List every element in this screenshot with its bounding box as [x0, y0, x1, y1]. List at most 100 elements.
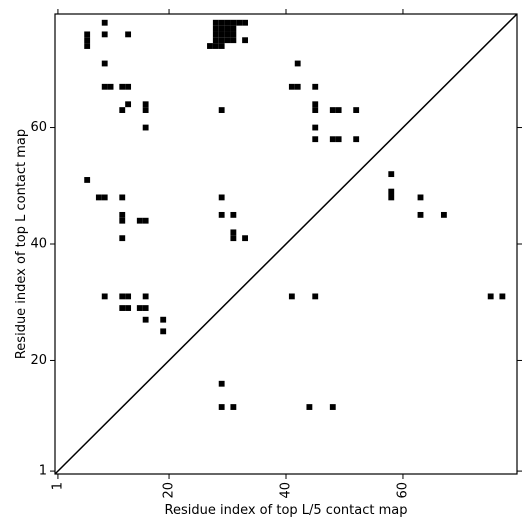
- contact-cell: [335, 136, 342, 143]
- contact-cell: [119, 305, 126, 311]
- contact-cell: [288, 83, 295, 90]
- contact-cell: [142, 305, 149, 311]
- contact-cell: [218, 107, 225, 113]
- contact-cell: [218, 43, 225, 49]
- contact-cell: [142, 124, 149, 131]
- contact-cell: [294, 83, 301, 90]
- contact-cell: [230, 211, 237, 218]
- contact-cell: [487, 293, 494, 300]
- contact-cell: [95, 194, 102, 201]
- contact-cell: [212, 37, 219, 44]
- y-tick-label: 40: [30, 237, 47, 252]
- contact-cell: [142, 316, 149, 323]
- contact-cell: [125, 101, 132, 108]
- contact-cell: [101, 19, 108, 26]
- contact-cell: [136, 305, 143, 311]
- contact-cell: [329, 136, 336, 143]
- contact-cell: [499, 293, 506, 300]
- contact-cell: [312, 83, 319, 90]
- contact-cell: [230, 25, 237, 32]
- y-tick-label: 1: [39, 464, 47, 479]
- contact-cell: [119, 235, 126, 242]
- contact-cell: [84, 31, 91, 38]
- contact-cell: [288, 293, 295, 300]
- contact-cell: [329, 107, 336, 113]
- contact-cell: [312, 107, 319, 113]
- contact-cell: [242, 19, 248, 26]
- contact-cell: [160, 328, 167, 335]
- contact-cell: [101, 293, 108, 300]
- contact-cell: [417, 194, 424, 201]
- x-axis-label: Residue index of top L/5 contact map: [165, 503, 408, 518]
- contact-cell: [353, 136, 360, 143]
- contact-cell: [125, 31, 132, 38]
- contact-cell: [136, 217, 143, 224]
- contact-cell: [388, 171, 395, 178]
- x-tick-label: 1: [50, 482, 65, 490]
- contact-cell: [353, 107, 360, 113]
- contact-cell: [335, 107, 342, 113]
- contact-cell: [125, 293, 132, 300]
- x-tick-label: 20: [162, 482, 177, 499]
- contact-cell: [329, 404, 336, 410]
- contact-cell: [119, 194, 126, 201]
- y-tick-label: 60: [30, 120, 47, 135]
- contact-cell: [224, 37, 231, 44]
- y-axis-label: Residue index of top L contact map: [14, 129, 29, 359]
- contact-cell: [84, 43, 91, 49]
- contact-cell: [101, 60, 108, 67]
- contact-cell: [101, 83, 108, 90]
- contact-cell: [212, 25, 219, 32]
- contact-cell: [230, 404, 237, 410]
- contact-cell: [142, 107, 149, 113]
- contact-cell: [417, 211, 424, 218]
- contact-cell: [125, 83, 132, 90]
- contact-cell: [101, 194, 108, 201]
- x-tick-label: 40: [279, 482, 294, 499]
- contact-cell: [312, 101, 319, 108]
- contact-cell: [207, 43, 213, 49]
- contact-cell: [160, 316, 167, 323]
- contact-cell: [294, 60, 301, 67]
- contact-cell: [212, 43, 219, 49]
- contact-cell: [388, 194, 395, 201]
- contact-cell: [388, 188, 395, 195]
- contact-cell: [306, 404, 313, 410]
- contact-cell: [142, 293, 149, 300]
- contact-cell: [230, 19, 237, 26]
- contact-cell: [119, 211, 126, 218]
- contact-cell: [312, 136, 319, 143]
- y-tick-label: 20: [30, 353, 47, 368]
- contact-cell: [119, 293, 126, 300]
- contact-cell: [242, 235, 248, 242]
- contact-cell: [236, 19, 243, 26]
- contact-cell: [101, 31, 108, 38]
- contact-cell: [142, 101, 149, 108]
- contact-cell: [312, 293, 319, 300]
- contact-cell: [119, 83, 126, 90]
- contact-cell: [119, 107, 126, 113]
- contact-cell: [218, 37, 225, 44]
- contact-cell: [107, 83, 114, 90]
- contact-cell: [230, 235, 237, 242]
- contact-cell: [218, 380, 225, 387]
- contact-cell: [84, 37, 91, 44]
- contact-cell: [218, 31, 225, 38]
- contact-cell: [142, 217, 149, 224]
- contact-cell: [218, 404, 225, 410]
- contact-cell: [312, 124, 319, 131]
- contact-cell: [218, 194, 225, 201]
- contact-cell: [218, 211, 225, 218]
- contact-cell: [224, 25, 231, 32]
- contact-cell: [212, 31, 219, 38]
- contact-cell: [218, 19, 225, 26]
- x-tick-label: 60: [395, 482, 410, 499]
- contact-cell: [119, 217, 126, 224]
- contact-cell: [230, 229, 237, 236]
- contact-cell: [212, 19, 219, 26]
- contact-cell: [224, 19, 231, 26]
- contact-cell: [440, 211, 447, 218]
- contact-cell: [125, 305, 132, 311]
